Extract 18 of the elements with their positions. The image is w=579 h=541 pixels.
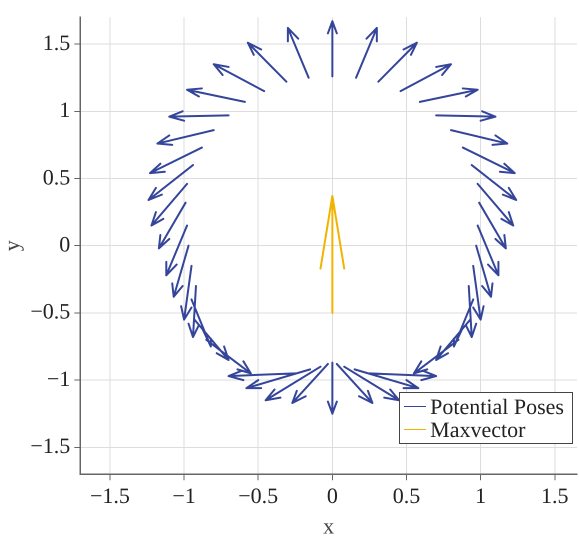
y-tick-label: 1	[59, 97, 70, 122]
y-axis-title: y	[0, 240, 24, 252]
legend-label: Potential Poses	[430, 394, 564, 420]
y-tick-label: 0.5	[42, 164, 70, 190]
y-tick-label: 1.5	[42, 30, 70, 55]
legend-label: Maxvector	[430, 417, 526, 442]
y-tick-label: −1.5	[30, 433, 70, 458]
x-tick-label: 1	[475, 483, 486, 508]
x-tick-label: −1.5	[90, 483, 130, 508]
y-tick-label: −1	[46, 366, 70, 391]
x-axis-title: x	[323, 514, 334, 539]
y-tick-label: −0.5	[30, 298, 70, 324]
x-tick-label: −0.5	[238, 483, 278, 508]
x-tick-label: 0.5	[392, 483, 420, 508]
x-tick-label: −1	[172, 483, 196, 508]
x-tick-label: 1.5	[541, 483, 569, 508]
y-tick-label: 0	[59, 231, 70, 256]
x-tick-label: 0	[326, 483, 338, 508]
